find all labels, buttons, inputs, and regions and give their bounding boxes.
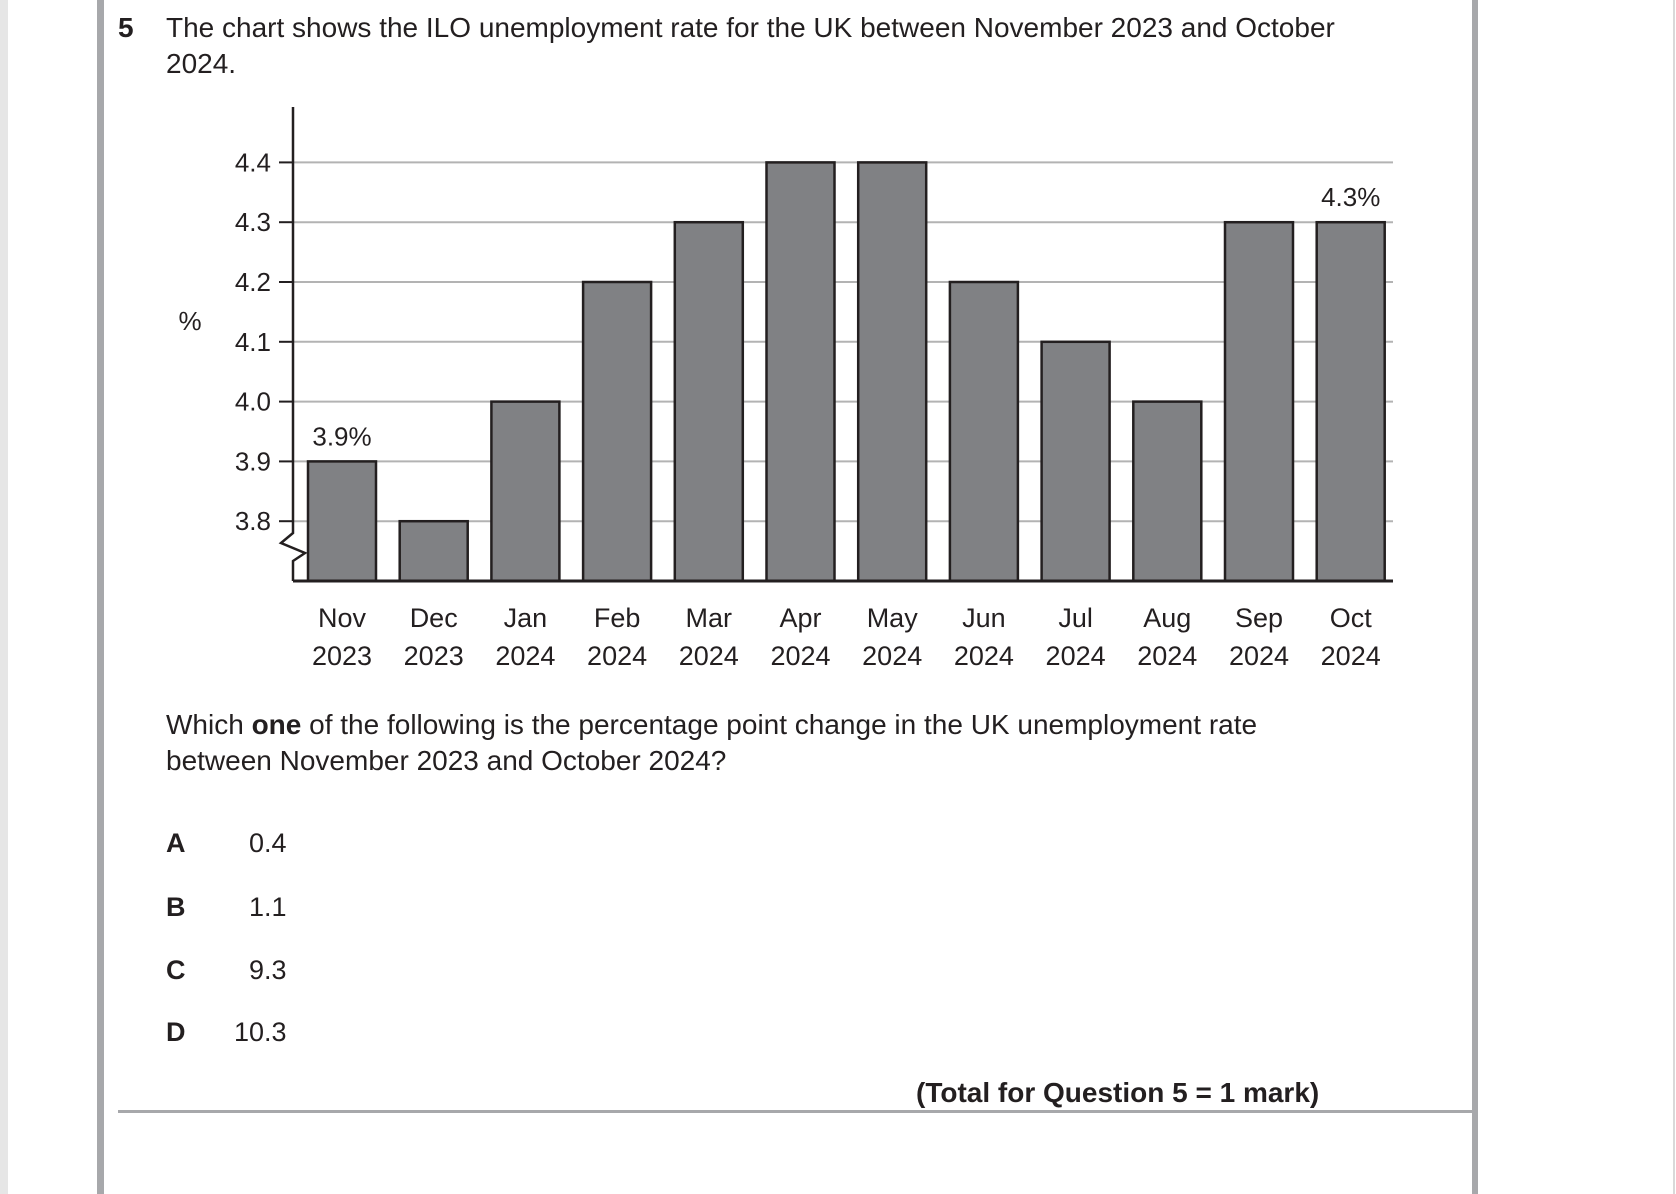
x-tick-label-month: Nov bbox=[318, 603, 367, 633]
y-tick-label: 4.0 bbox=[235, 387, 271, 417]
viewer-edge bbox=[1673, 0, 1675, 1194]
question-intro: The chart shows the ILO unemployment rat… bbox=[166, 12, 1335, 79]
bar-jun-2024 bbox=[948, 280, 1020, 583]
bar-aug-2024 bbox=[1132, 400, 1203, 583]
bar-feb-2024 bbox=[581, 280, 653, 583]
x-tick-label-year: 2024 bbox=[1321, 641, 1381, 671]
x-tick-label-month: Jan bbox=[504, 603, 548, 633]
x-tick-label-year: 2023 bbox=[312, 641, 372, 671]
y-tick-label: 4.3 bbox=[235, 207, 271, 237]
bar-jul-2024 bbox=[1040, 340, 1111, 583]
bar-jan-2024 bbox=[490, 400, 561, 583]
x-tick-label-year: 2024 bbox=[862, 641, 922, 671]
viewer-margin bbox=[0, 0, 8, 1194]
bar-oct-2024 bbox=[1315, 220, 1386, 583]
x-tick-label-month: Oct bbox=[1330, 603, 1373, 633]
bar-mar-2024 bbox=[673, 220, 745, 583]
option-letter: A bbox=[166, 828, 186, 858]
x-tick-label-month: Dec bbox=[410, 603, 458, 633]
y-tick-label: 3.9 bbox=[235, 446, 271, 476]
x-tick-label-year: 2024 bbox=[770, 641, 830, 671]
prompt-emphasis: one bbox=[251, 709, 302, 740]
y-tick-label: 4.4 bbox=[235, 147, 271, 177]
gridlines bbox=[293, 161, 1393, 523]
bar-sep-2024 bbox=[1223, 220, 1295, 583]
x-tick-label-year: 2024 bbox=[1137, 641, 1197, 671]
x-tick-label-month: May bbox=[867, 603, 919, 633]
bar-apr-2024 bbox=[765, 161, 836, 583]
x-tick-label-month: Jul bbox=[1058, 603, 1093, 633]
prompt-end: of the following is the percentage point… bbox=[166, 709, 1258, 776]
x-tick-label-year: 2023 bbox=[404, 641, 464, 671]
option-letter: C bbox=[166, 955, 186, 985]
bar-nov-2023 bbox=[306, 460, 378, 583]
y-tick-label: 3.8 bbox=[235, 506, 271, 536]
y-tick-label: 4.2 bbox=[235, 267, 271, 297]
y-axis-with-break bbox=[278, 107, 308, 581]
x-tick-label-year: 2024 bbox=[587, 641, 647, 671]
prompt-start: Which bbox=[166, 709, 252, 740]
question-prompt: Which one of the following is the percen… bbox=[166, 707, 1366, 779]
x-tick-label-month: Apr bbox=[779, 603, 821, 633]
bottom-rule bbox=[118, 1110, 1473, 1113]
data-label: 3.9% bbox=[312, 421, 371, 451]
option-value: 9.3 bbox=[249, 955, 287, 985]
option-letter: B bbox=[166, 892, 186, 922]
option-value: 10.3 bbox=[234, 1017, 287, 1047]
x-tick-label-month: Aug bbox=[1143, 603, 1191, 633]
data-label: 4.3% bbox=[1321, 182, 1380, 212]
x-tick-label-year: 2024 bbox=[679, 641, 739, 671]
labels: 4.4 4.3 4.2 4.1 4.0 3.9 3.8% Nov 2023 Dec 2023 Jan 2… bbox=[178, 147, 1380, 671]
page-border-left bbox=[97, 0, 104, 1194]
bar-dec-2023 bbox=[398, 519, 469, 583]
page-border-right bbox=[1472, 0, 1478, 1194]
question-number: 5 bbox=[118, 12, 134, 43]
x-tick-label-month: Mar bbox=[686, 603, 733, 633]
bar-may-2024 bbox=[856, 161, 928, 583]
unemployment-bar-chart: 4.4 4.3 4.2 4.1 4.0 3.9 3.8% Nov 2023 Dec 2023 Jan 2… bbox=[178, 107, 1393, 671]
y-tick-label: 4.1 bbox=[235, 327, 271, 357]
x-tick-label-month: Jun bbox=[962, 603, 1006, 633]
x-tick-label-month: Sep bbox=[1235, 603, 1283, 633]
x-tick-label-year: 2024 bbox=[954, 641, 1014, 671]
axes bbox=[278, 107, 1393, 583]
option-value: 1.1 bbox=[249, 892, 287, 922]
option-value: 0.4 bbox=[249, 828, 287, 858]
bars bbox=[306, 161, 1386, 583]
x-tick-label-year: 2024 bbox=[495, 641, 555, 671]
y-axis-label: % bbox=[178, 306, 201, 336]
x-tick-label-month: Feb bbox=[594, 603, 641, 633]
question-total: (Total for Question 5 = 1 mark) bbox=[916, 1077, 1320, 1108]
x-tick-label-year: 2024 bbox=[1046, 641, 1106, 671]
x-tick-label-year: 2024 bbox=[1229, 641, 1289, 671]
option-letter: D bbox=[166, 1017, 186, 1047]
